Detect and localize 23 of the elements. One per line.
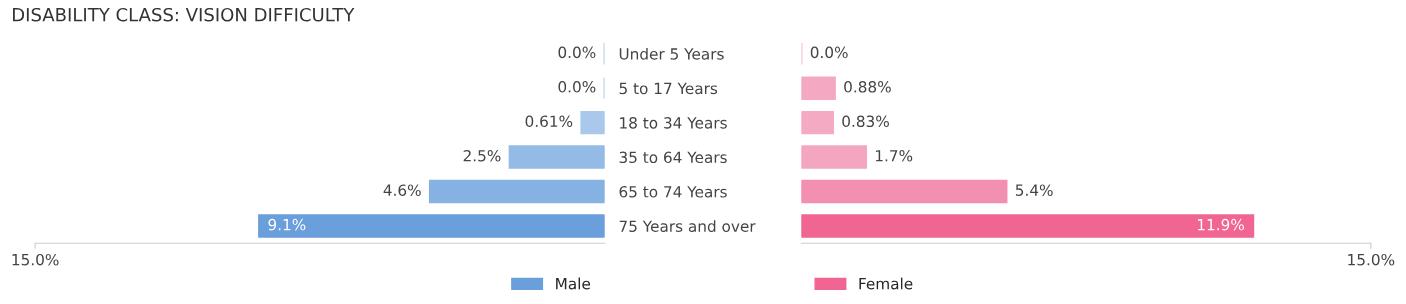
legend-label: Female bbox=[859, 277, 913, 290]
data-label: 11.9% bbox=[1197, 218, 1244, 231]
data-label: 0.83% bbox=[842, 115, 889, 128]
data-label: 0.0% bbox=[558, 81, 596, 93]
data-label: 0.61% bbox=[525, 115, 573, 128]
y-tick-label: 65 to 74 Years bbox=[619, 185, 727, 198]
data-label: 0.0% bbox=[810, 46, 848, 59]
data-label: 2.5% bbox=[463, 149, 501, 162]
y-tick-label: 35 to 64 Years bbox=[619, 151, 727, 164]
y-tick-label: 18 to 34 Years bbox=[620, 117, 727, 129]
data-label: 0.0% bbox=[558, 46, 596, 59]
y-tick-label: 5 to 17 Years bbox=[619, 82, 718, 95]
y-tick-label: 75 Years and over bbox=[619, 220, 756, 232]
data-label: 1.7% bbox=[875, 149, 913, 162]
data-label: 5.4% bbox=[1015, 184, 1053, 196]
data-label: 4.6% bbox=[383, 184, 421, 196]
legend-label: Male bbox=[556, 277, 591, 290]
data-label: 0.88% bbox=[844, 81, 891, 93]
x-tick-label: 15.0% bbox=[1348, 253, 1395, 266]
y-tick-label: Under 5 Years bbox=[619, 47, 724, 60]
x-tick-label: 15.0% bbox=[12, 253, 59, 266]
data-label: 9.1% bbox=[268, 218, 306, 231]
chart-title: DISABILITY CLASS: VISION DIFFICULTY bbox=[13, 7, 355, 22]
